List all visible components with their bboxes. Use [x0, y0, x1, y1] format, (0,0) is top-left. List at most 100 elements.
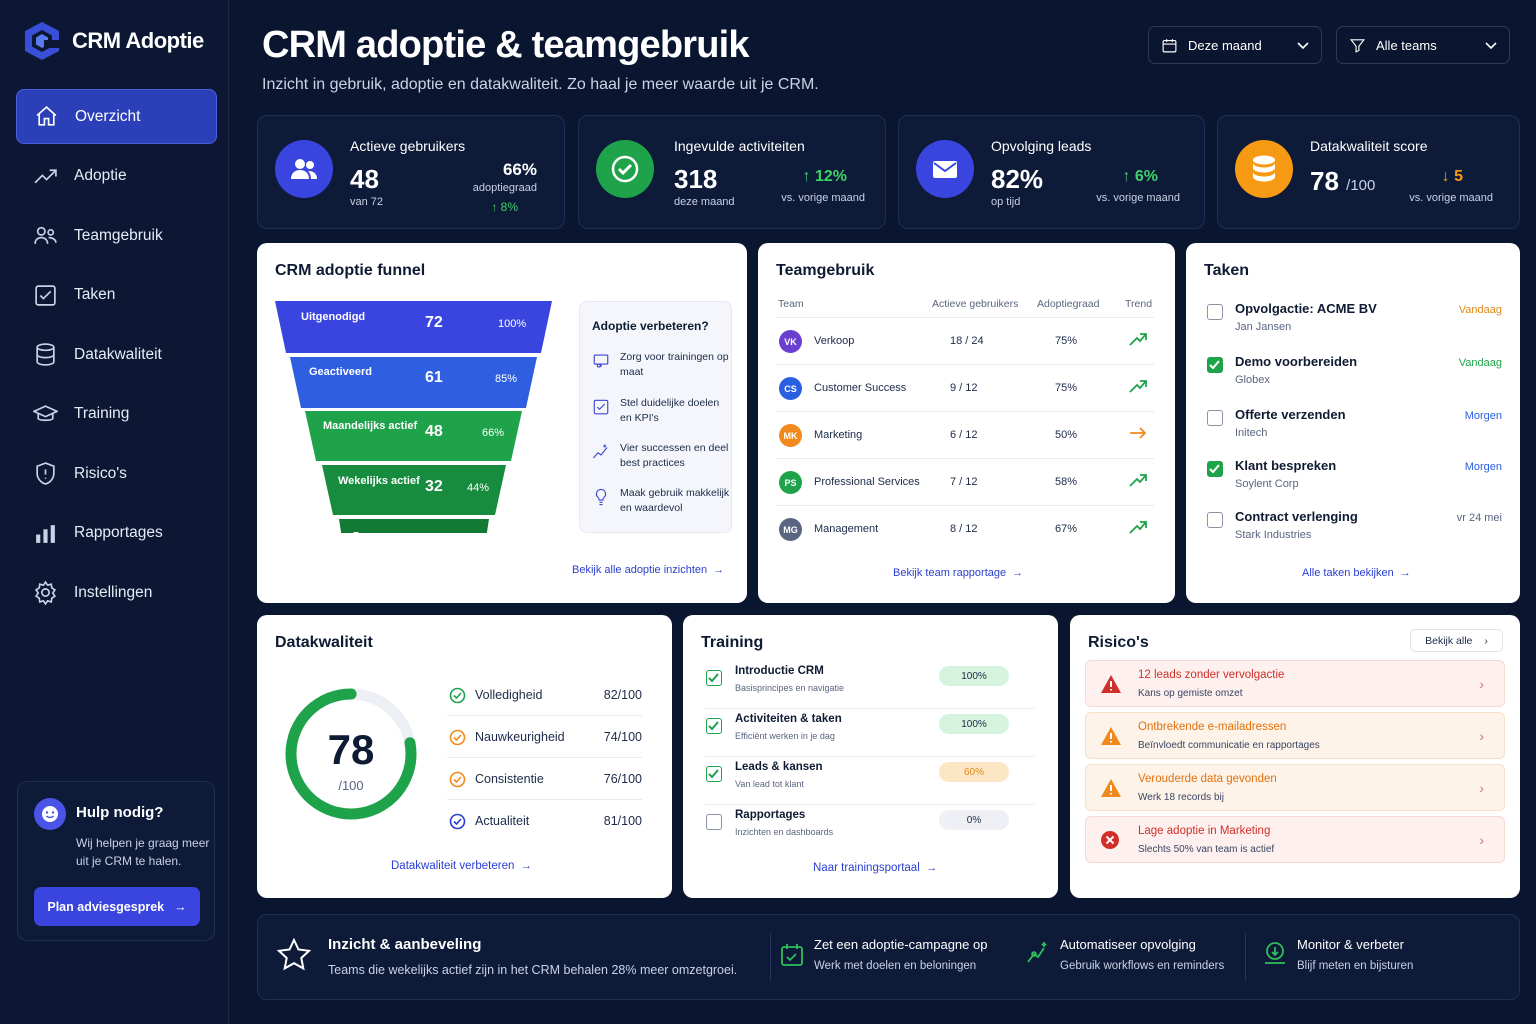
improve-quality-link[interactable]: Datakwaliteit verbeteren →: [391, 860, 532, 872]
adoption-insights-link[interactable]: Bekijk alle adoptie inzichten →: [572, 564, 724, 576]
risk-sub: Beïnvloedt communicatie en rapportages: [1138, 740, 1320, 751]
task-item[interactable]: Demo voorbereiden Globex Vandaag: [1207, 352, 1502, 402]
funnel-step-pct: 100%: [498, 318, 527, 330]
quality-metric: Volledigheid 82/100: [447, 674, 642, 716]
team-users: 9 / 12: [950, 382, 978, 394]
nav-item-training[interactable]: Training: [16, 387, 217, 442]
task-title: Klant bespreken: [1235, 458, 1337, 473]
recommendation[interactable]: Zet een adoptie-campagne op Werk met doe…: [814, 937, 987, 972]
training-item[interactable]: Introductie CRM Basisprincipes en naviga…: [705, 661, 1035, 709]
kpi-label: Actieve gebruikers: [350, 138, 466, 154]
tip-text: Zorg voor trainingen op maat: [620, 351, 729, 378]
funnel-step-value: 14: [425, 533, 443, 550]
table-row[interactable]: CS Customer Success 9 / 12 75%: [776, 365, 1154, 412]
team-filter[interactable]: Alle teams: [1336, 26, 1510, 64]
training-check: [706, 814, 722, 830]
team-rate: 75%: [1055, 335, 1078, 347]
chevron-right-icon: ›: [1479, 832, 1484, 848]
team-rate: 58%: [1055, 476, 1078, 488]
nav-item-risicos[interactable]: Risico's: [16, 446, 217, 501]
quality-score-suffix: /100: [338, 778, 364, 793]
kpi-delta-label: vs. vorige maand: [1409, 192, 1493, 204]
training-check: [706, 670, 722, 686]
task-checkbox[interactable]: [1207, 410, 1223, 426]
risk-item[interactable]: Verouderde data gevonden Werk 18 records…: [1085, 764, 1505, 811]
calendar-icon: [1162, 38, 1177, 52]
recommendation[interactable]: Automatiseer opvolging Gebruik workflows…: [1060, 937, 1224, 972]
trend-flat-icon: [1129, 426, 1147, 445]
training-item[interactable]: Rapportages Inzichten en dashboards 0%: [705, 805, 1035, 853]
recommendation[interactable]: Monitor & verbeter Blijf meten en bijstu…: [1297, 937, 1413, 972]
training-item[interactable]: Activiteiten & taken Efficiënt werken in…: [705, 709, 1035, 757]
task-checkbox-checked[interactable]: [1207, 357, 1223, 373]
risk-item[interactable]: 12 leads zonder vervolgactie Kans op gem…: [1085, 660, 1505, 707]
task-title: Demo voorbereiden: [1235, 354, 1358, 369]
team-name: Verkoop: [814, 335, 855, 347]
page-subtitle: Inzicht in gebruik, adoptie en datakwali…: [262, 76, 819, 93]
kpi-lead-followup: Opvolging leads 82% op tijd ↑ 6% vs. vor…: [898, 115, 1205, 229]
risk-item[interactable]: Ontbrekende e-mailadressen Beïnvloedt co…: [1085, 712, 1505, 759]
trend-up-icon: [1129, 379, 1147, 398]
chevron-right-icon: ›: [1484, 634, 1488, 647]
table-row[interactable]: VK Verkoop 18 / 24 75%: [776, 318, 1154, 365]
chevron-right-icon: ›: [1479, 676, 1484, 692]
team-name: Marketing: [814, 429, 863, 441]
automation-icon: [1027, 942, 1047, 963]
table-row[interactable]: MG Management 8 / 12 67%: [776, 506, 1154, 553]
view-all-risks-button[interactable]: Bekijk alle ›: [1410, 629, 1503, 652]
table-row[interactable]: PS Professional Services 7 / 12 58%: [776, 459, 1154, 506]
metric-value: 76/100: [603, 772, 642, 786]
nav-label: Datakwaliteit: [74, 345, 162, 363]
lightbulb-icon: [595, 488, 607, 506]
nav-item-teamgebruik[interactable]: Teamgebruik: [16, 208, 217, 263]
warning-icon: [1101, 675, 1121, 693]
help-title: Hulp nodig?: [76, 804, 164, 821]
rec-title: Automatiseer opvolging: [1060, 937, 1196, 952]
nav-item-instellingen[interactable]: Instellingen: [16, 565, 217, 620]
task-item[interactable]: Contract verlenging Stark Industries vr …: [1207, 507, 1502, 557]
training-title: Activiteiten & taken: [735, 713, 842, 725]
task-item[interactable]: Klant bespreken Soylent Corp Morgen: [1207, 456, 1502, 506]
mail-icon: [916, 140, 974, 198]
link-label: Datakwaliteit verbeteren: [391, 860, 515, 872]
plan-advice-button[interactable]: Plan adviesgesprek →: [34, 887, 200, 926]
task-title: Contract verlenging: [1235, 509, 1358, 524]
chevron-down-icon: [1485, 38, 1497, 53]
nav-item-taken[interactable]: Taken: [16, 268, 217, 323]
funnel-card: CRM adoptie funnel Uitgenodigd 72 100% G…: [257, 243, 747, 603]
nav-item-datakwaliteit[interactable]: Datakwaliteit: [16, 327, 217, 382]
nav-item-adoptie[interactable]: Adoptie: [16, 149, 217, 204]
training-item[interactable]: Leads & kansen Van lead tot klant 60%: [705, 757, 1035, 805]
check-circle-icon: [449, 813, 466, 830]
period-value: Deze maand: [1188, 37, 1262, 53]
nav-item-rapportages[interactable]: Rapportages: [16, 506, 217, 561]
kpi-value: 78 /100: [1310, 166, 1375, 197]
task-due: Morgen: [1464, 410, 1502, 422]
training-progress: 60%: [939, 762, 1009, 782]
period-filter[interactable]: Deze maand: [1148, 26, 1322, 64]
risk-item[interactable]: Lage adoptie in Marketing Slechts 50% va…: [1085, 816, 1505, 863]
training-portal-link[interactable]: Naar trainingsportaal →: [813, 862, 937, 874]
checkbox-icon: [593, 399, 609, 415]
task-item[interactable]: Opvolgactie: ACME BV Jan Jansen Vandaag: [1207, 299, 1502, 349]
column-header: Adoptiegraad: [1037, 298, 1100, 310]
help-text: Wij helpen je graag meer uit je CRM te h…: [76, 836, 210, 868]
task-item[interactable]: Offerte verzenden Initech Morgen: [1207, 405, 1502, 455]
card-title: Training: [701, 634, 764, 651]
table-row[interactable]: MK Marketing 6 / 12 50%: [776, 412, 1154, 459]
task-due: Vandaag: [1458, 304, 1502, 316]
team-value: Alle teams: [1376, 37, 1437, 53]
task-checkbox[interactable]: [1207, 304, 1223, 320]
team-report-link[interactable]: Bekijk team rapportage →: [893, 567, 1023, 579]
app-logo[interactable]: CRM Adoptie: [22, 20, 204, 62]
nav-item-overzicht[interactable]: Overzicht: [16, 89, 217, 144]
kpi-label: Datakwaliteit score: [1310, 138, 1428, 154]
task-checkbox-checked[interactable]: [1207, 461, 1223, 477]
sidebar: CRM Adoptie Overzicht Adoptie Teamgebrui…: [0, 0, 229, 1024]
training-check: [706, 718, 722, 734]
database-icon: [36, 343, 55, 366]
kpi-active-users: Actieve gebruikers 48 van 72 66% adoptie…: [257, 115, 565, 229]
all-tasks-link[interactable]: Alle taken bekijken →: [1302, 567, 1411, 579]
tips-title: Adoptie verbeteren?: [592, 319, 709, 333]
task-checkbox[interactable]: [1207, 512, 1223, 528]
